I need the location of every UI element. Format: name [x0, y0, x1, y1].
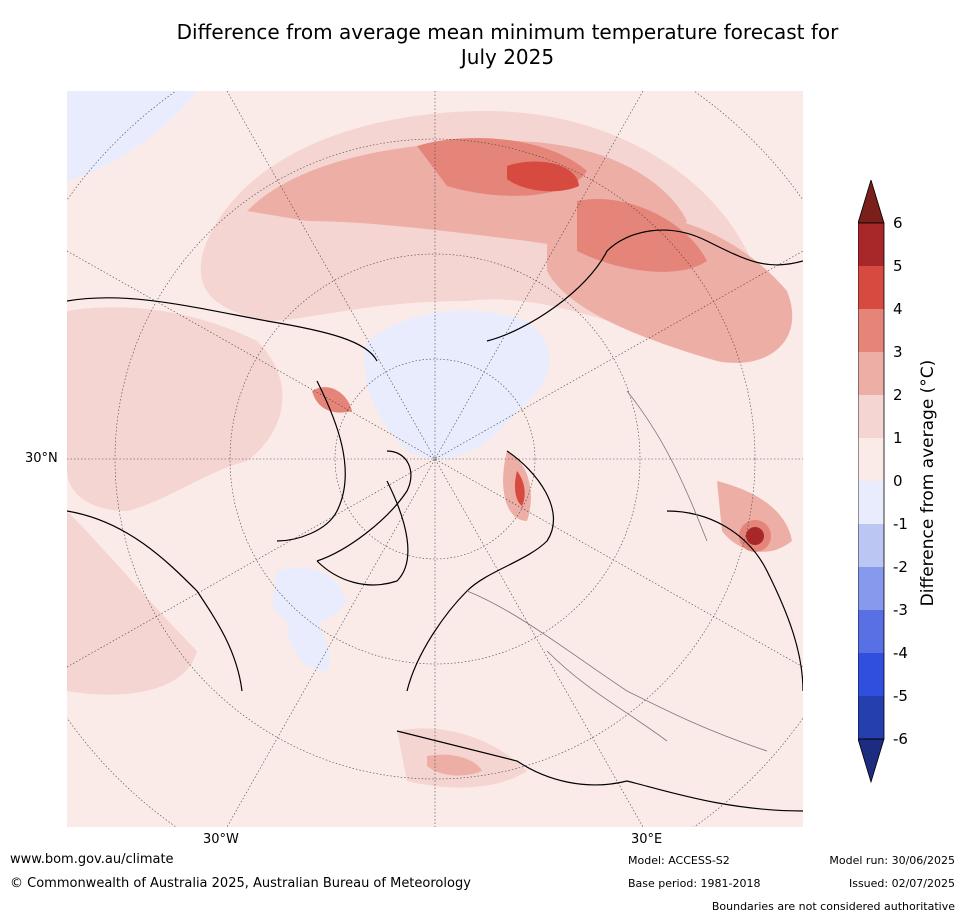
colorbar-tick-label: -2	[893, 558, 908, 576]
colorbar-band	[858, 352, 884, 395]
colorbar-tick-label: -3	[893, 601, 908, 619]
colorbar-tick-label: 3	[893, 343, 903, 361]
colorbar-band	[858, 438, 884, 481]
colorbar	[858, 180, 885, 784]
colorbar-band	[858, 524, 884, 567]
copyright-text: © Commonwealth of Australia 2025, Austra…	[10, 876, 471, 891]
colorbar-extend-bottom	[858, 738, 885, 784]
title-line-2: July 2025	[460, 45, 555, 69]
colorbar-tick-label: -5	[893, 687, 908, 705]
colorbar-tick-label: 6	[893, 214, 903, 232]
colorbar-tick-label: 2	[893, 386, 903, 404]
colorbar-tick-label: 0	[893, 472, 903, 490]
model-run-text: Model run: 30/06/2025	[829, 854, 955, 867]
forecast-map	[67, 91, 803, 827]
colorbar-tick-label: 5	[893, 257, 903, 275]
issued-text: Issued: 02/07/2025	[848, 877, 955, 890]
colorbar-band	[858, 696, 884, 739]
disclaimer-text: Boundaries are not considered authoritat…	[711, 900, 955, 913]
colorbar-extend-top	[858, 180, 885, 224]
colorbar-band	[858, 610, 884, 653]
model-text: Model: ACCESS-S2	[628, 854, 730, 867]
colorbar-band	[858, 223, 884, 266]
colorbar-tick-label: 4	[893, 300, 903, 318]
lon-label-30e: 30°E	[631, 832, 663, 847]
base-period-text: Base period: 1981-2018	[628, 877, 761, 890]
colorbar-tick-label: 1	[893, 429, 903, 447]
colorbar-band	[858, 309, 884, 352]
colorbar-band	[858, 395, 884, 438]
colorbar-tick-label: -4	[893, 644, 908, 662]
colorbar-band	[858, 266, 884, 309]
colorbar-tick-label: -6	[893, 730, 908, 748]
colorbar-band	[858, 567, 884, 610]
chart-title: Difference from average mean minimum tem…	[60, 20, 955, 70]
colorbar-label: Difference from average (°C)	[918, 359, 938, 607]
title-line-1: Difference from average mean minimum tem…	[176, 20, 839, 44]
colorbar-band	[858, 653, 884, 696]
colorbar-band	[858, 481, 884, 524]
website-link[interactable]: www.bom.gov.au/climate	[10, 852, 174, 867]
colorbar-tick-label: -1	[893, 515, 908, 533]
lat-label-30n: 30°N	[25, 451, 58, 466]
lon-label-30w: 30°W	[203, 832, 239, 847]
